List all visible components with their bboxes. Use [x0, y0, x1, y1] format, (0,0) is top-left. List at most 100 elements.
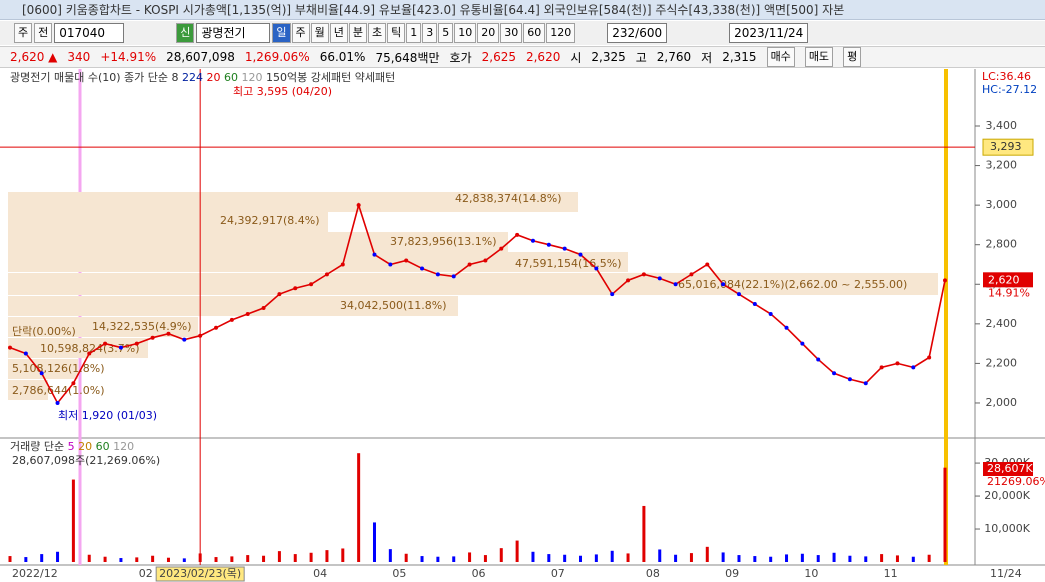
last-volume-label: 28,607K	[987, 462, 1033, 475]
price-point	[340, 262, 345, 267]
volume-bar	[911, 556, 915, 562]
y-tick-label: 3,000	[986, 198, 1018, 211]
period-button[interactable]: 1	[406, 23, 422, 43]
price-point	[134, 341, 139, 346]
price-point	[562, 246, 567, 251]
volume-bar	[705, 546, 709, 562]
x-last-label: 11/24	[990, 567, 1022, 580]
x-tick-label: 10	[804, 567, 818, 580]
volume-bar	[626, 553, 630, 562]
price-point	[705, 262, 710, 267]
x-tick-label: 05	[392, 567, 406, 580]
price-point	[435, 272, 440, 277]
period-button[interactable]: 5	[438, 23, 454, 43]
volume-bar	[468, 552, 472, 562]
volume-bar	[816, 555, 820, 562]
stock-name[interactable]: 광명전기	[196, 23, 271, 43]
last-volume-box	[983, 462, 1033, 476]
price-point	[499, 246, 504, 251]
legend-entry: 20	[78, 440, 92, 453]
volume-bar	[689, 553, 693, 562]
price-point	[166, 331, 171, 336]
price-point	[261, 306, 266, 311]
legend-entry: 150억봉 강세패턴	[266, 71, 351, 84]
period-buttons: 일 주 월 년 분 초 틱 1 3 5 10 20 30 60 120	[272, 23, 576, 43]
volume-bar	[357, 453, 361, 562]
volume-bar	[40, 554, 44, 562]
code-input[interactable]: 017040	[54, 23, 125, 43]
volume-bar	[198, 553, 202, 562]
price-point	[87, 351, 92, 356]
legend-entry: 60	[224, 71, 238, 84]
period-button[interactable]: 60	[523, 23, 546, 43]
period-button[interactable]: 3	[422, 23, 438, 43]
period-button[interactable]: 20	[477, 23, 500, 43]
period-button[interactable]: 10	[454, 23, 477, 43]
price-point	[768, 311, 773, 316]
price-point	[388, 262, 393, 267]
y-tick-label: 2,800	[986, 238, 1018, 251]
price-point	[324, 272, 329, 277]
legend-entry: 단순	[44, 440, 64, 453]
volume-bar	[230, 556, 234, 562]
trade-button[interactable]: 매도	[804, 47, 834, 67]
button[interactable]: 주	[14, 23, 33, 43]
price-point	[546, 242, 551, 247]
period-button[interactable]: 년	[329, 23, 348, 43]
volume-bar	[943, 467, 947, 562]
volume-bar	[499, 548, 503, 562]
period-button[interactable]: 초	[368, 23, 387, 43]
price-point	[847, 377, 852, 382]
price-point	[356, 203, 361, 208]
x-tick-label: 06	[472, 567, 486, 580]
volume-bar	[452, 556, 456, 562]
volume-bar	[848, 555, 852, 562]
quote-item: 2,620	[525, 50, 561, 64]
trade-button[interactable]: 매수	[766, 47, 795, 67]
period-button[interactable]: 일	[272, 23, 291, 43]
period-button[interactable]: 주	[291, 23, 310, 43]
volume-legend: 거래량 단순 5 20 60 120	[10, 440, 134, 453]
quote-item: 75,648백만	[375, 50, 440, 65]
price-point	[594, 266, 599, 271]
price-point	[515, 232, 520, 237]
period-button[interactable]: 분	[348, 23, 367, 43]
volume-bar	[785, 554, 789, 562]
price-point	[832, 371, 837, 376]
quote-item: 저	[701, 50, 713, 65]
volume-bar	[151, 555, 155, 562]
price-line	[9, 202, 946, 405]
period-button[interactable]: 틱	[387, 23, 406, 43]
price-point	[943, 278, 947, 283]
legend-entry: 종가 단순 8	[124, 71, 178, 84]
legend-entry: 20	[207, 71, 221, 84]
quote-item: 2,315	[722, 50, 757, 64]
quote-item: 28,607,098	[166, 50, 235, 64]
trade-button[interactable]: 평	[843, 47, 862, 67]
badge: 신	[176, 23, 195, 43]
price-point	[8, 345, 12, 350]
price-point	[55, 400, 60, 405]
volume-bar	[610, 550, 614, 562]
quote-item: 시	[570, 50, 582, 65]
volume-bar	[769, 556, 773, 562]
period-button[interactable]: 30	[500, 23, 523, 43]
x-tick-label: 2022/12	[12, 567, 58, 580]
period-button[interactable]: 120	[546, 23, 576, 43]
button[interactable]: 전	[34, 23, 53, 43]
title-bar: [0600] 키움종합차트 - KOSPI 시가총액[1,135(억)] 부채비…	[0, 0, 1045, 20]
price-point	[451, 274, 456, 279]
price-point	[578, 252, 583, 257]
period-button[interactable]: 월	[310, 23, 329, 43]
volume-bar	[404, 553, 408, 562]
y-tick-label: 3,400	[986, 119, 1018, 132]
volume-bar	[103, 556, 107, 562]
legend-entry: 120	[113, 440, 134, 453]
volume-bar	[325, 550, 329, 562]
volume-bar	[721, 552, 725, 562]
y-tick-label: 10,000K	[984, 522, 1030, 535]
profile-label: 2,786,644(1.0%)	[12, 384, 105, 397]
low-label: 최저 1,920 (01/03)	[58, 409, 157, 422]
count-input[interactable]: 232/600	[607, 23, 668, 43]
date-input[interactable]: 2023/11/24	[729, 23, 809, 43]
